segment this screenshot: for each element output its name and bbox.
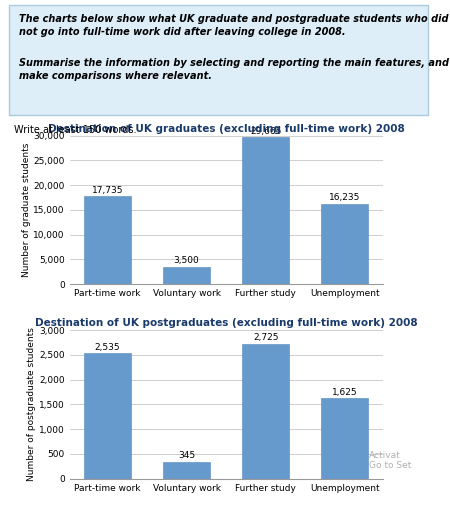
Text: 1,625: 1,625 [332, 388, 357, 397]
Text: 29,665: 29,665 [250, 126, 281, 136]
Title: Destination of UK postgraduates (excluding full-time work) 2008: Destination of UK postgraduates (excludi… [35, 318, 418, 328]
Bar [163, 267, 210, 284]
Text: 16,235: 16,235 [329, 193, 360, 202]
Text: 2,535: 2,535 [95, 343, 121, 352]
Bar [321, 204, 368, 284]
Bar [84, 197, 131, 284]
Bar [163, 462, 210, 479]
Bar [242, 344, 289, 479]
Bar [84, 353, 131, 479]
Y-axis label: Number of postgraduate students: Number of postgraduate students [27, 328, 36, 481]
Title: Destination of UK graduates (excluding full-time work) 2008: Destination of UK graduates (excluding f… [48, 123, 405, 134]
Text: The charts below show what UK graduate and postgraduate students who did
not go : The charts below show what UK graduate a… [19, 14, 449, 37]
Y-axis label: Number of graduate students: Number of graduate students [22, 143, 31, 277]
FancyBboxPatch shape [9, 5, 428, 115]
Text: Summarise the information by selecting and reporting the main features, and
make: Summarise the information by selecting a… [19, 58, 450, 81]
Text: Write at least 150 words.: Write at least 150 words. [14, 125, 136, 136]
Text: 2,725: 2,725 [253, 333, 279, 342]
Bar [321, 398, 368, 479]
Text: 17,735: 17,735 [92, 186, 123, 195]
Text: 3,500: 3,500 [174, 256, 199, 265]
Text: 345: 345 [178, 451, 195, 460]
Bar [242, 137, 289, 284]
Text: Activat
Go to Set: Activat Go to Set [369, 451, 411, 471]
